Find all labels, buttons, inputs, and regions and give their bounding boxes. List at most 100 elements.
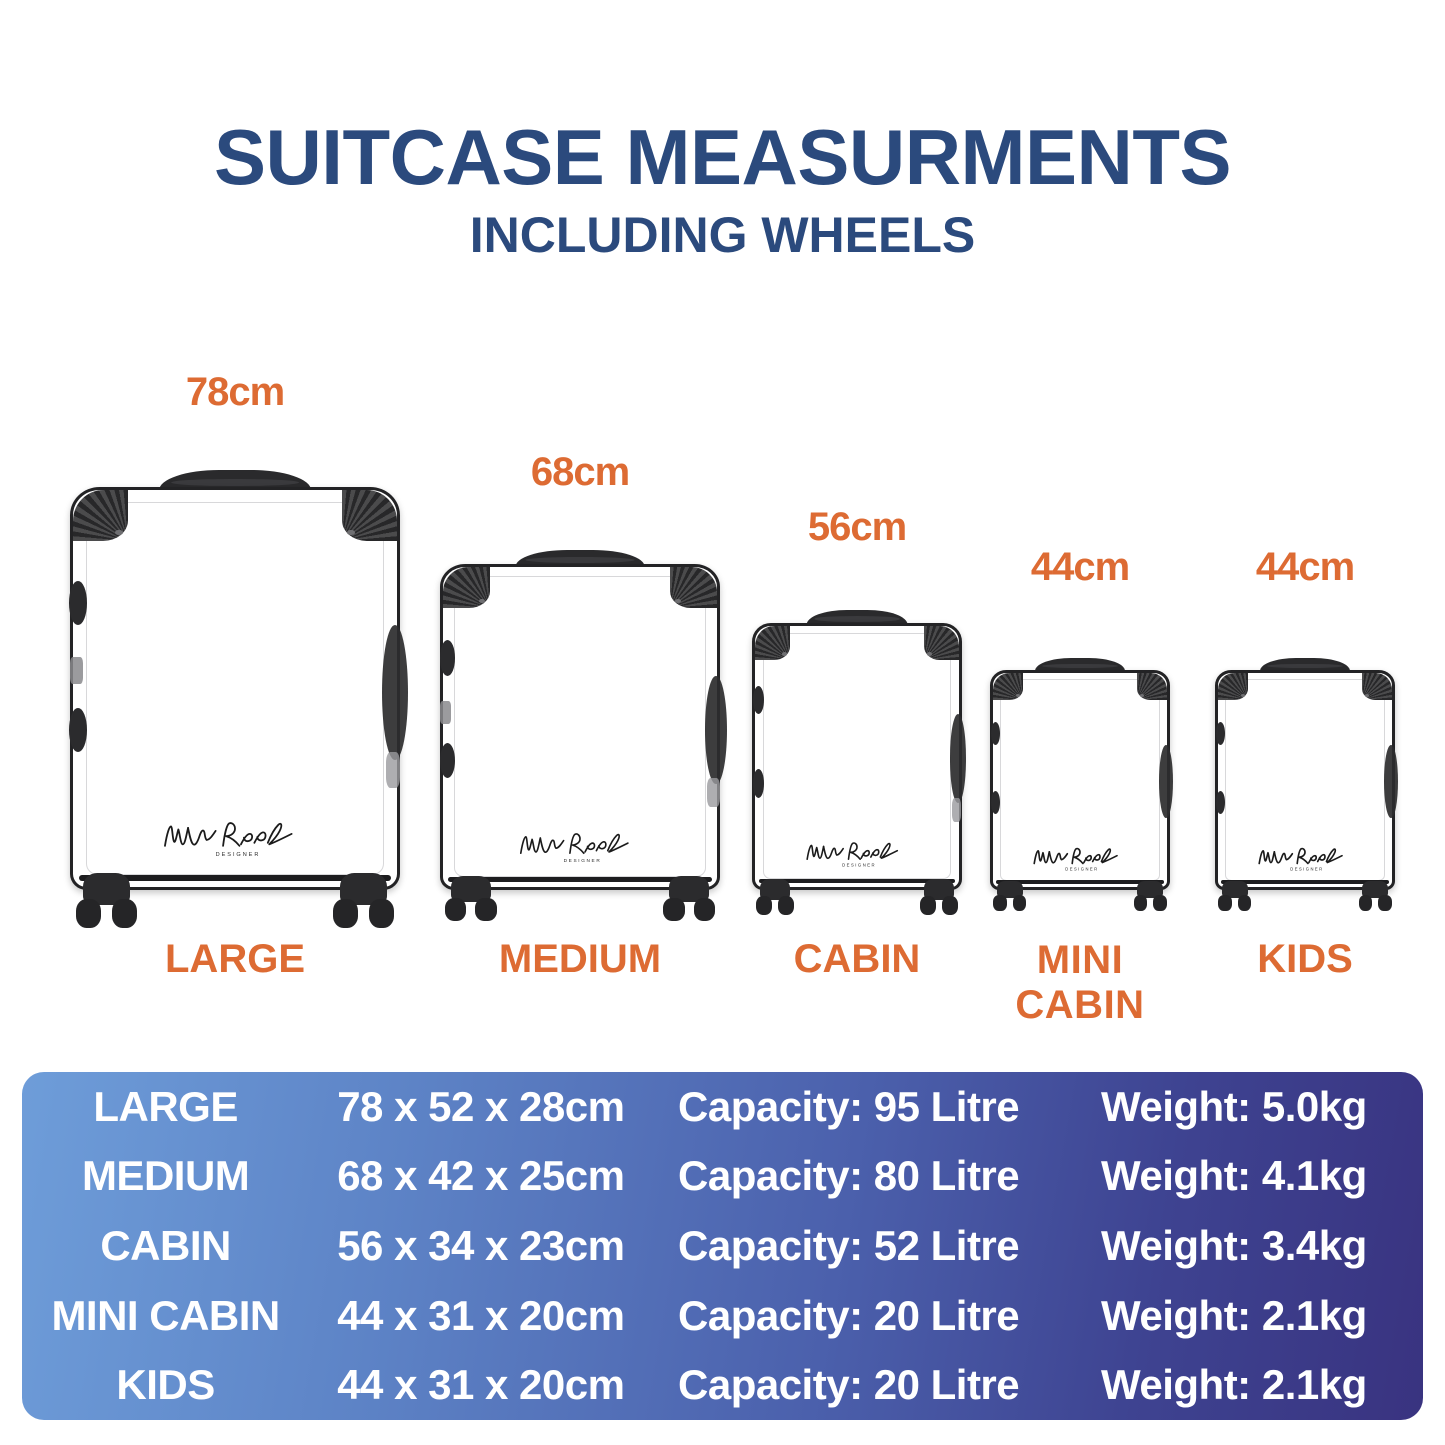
case-name-large: LARGE xyxy=(165,937,305,982)
corner-protector-icon xyxy=(755,625,790,660)
size-label-large: 78cm xyxy=(185,370,285,414)
rivet-icon xyxy=(674,598,682,604)
row-weight: Weight: 2.1kg xyxy=(1100,1361,1367,1409)
suitcase-shell: DESIGNER xyxy=(1215,669,1399,890)
row-name: CABIN xyxy=(100,1221,231,1269)
handle-housing-bulge xyxy=(382,624,409,760)
header: SUITCASE MEASURMENTS INCLUDING WHEELS xyxy=(0,118,1445,260)
svg-text:DESIGNER: DESIGNER xyxy=(216,852,261,858)
side-bumper-icon xyxy=(439,640,455,676)
suitcase-shell: DESIGNER xyxy=(69,486,409,890)
row-capacity: Capacity: 95 Litre xyxy=(678,1082,1020,1130)
bottom-rim xyxy=(759,878,955,884)
suitcase-shell: DESIGNER xyxy=(990,669,1174,890)
wheel-icon xyxy=(992,880,1028,911)
table-row: LARGE 78 x 52 x 28cm Capacity: 95 Litre … xyxy=(22,1072,1423,1142)
side-bumper-icon xyxy=(1215,721,1226,746)
lock-icon xyxy=(69,656,83,685)
corner-protector-icon xyxy=(924,625,959,660)
side-bumper-icon xyxy=(69,581,87,625)
wheel-icon xyxy=(661,876,717,921)
row-weight: Weight: 5.0kg xyxy=(1100,1082,1367,1130)
size-label-mini-cabin: 44cm xyxy=(1030,545,1130,589)
row-dimensions: 68 x 42 x 25cm xyxy=(337,1152,625,1200)
row-capacity: Capacity: 20 Litre xyxy=(678,1361,1020,1409)
rivet-icon xyxy=(927,651,933,656)
bottom-rim xyxy=(448,877,712,883)
wheel-icon xyxy=(443,876,499,921)
suitcase-row: 78cm xyxy=(0,360,1445,1027)
row-capacity: Capacity: 80 Litre xyxy=(678,1152,1020,1200)
zip-pull-icon xyxy=(951,798,962,822)
zip-pull-icon xyxy=(385,751,401,788)
row-name: KIDS xyxy=(116,1361,215,1409)
row-dimensions: 44 x 31 x 20cm xyxy=(337,1291,625,1339)
side-bumper-icon xyxy=(69,708,87,752)
side-bumper-icon xyxy=(1215,790,1226,815)
corner-protector-icon xyxy=(993,672,1023,701)
rivet-icon xyxy=(1240,694,1245,698)
brand-logo: DESIGNER xyxy=(1031,844,1128,872)
suitcase-graphic-cabin: DESIGNER xyxy=(752,610,967,916)
specs-panel: LARGE 78 x 52 x 28cm Capacity: 95 Litre … xyxy=(22,1072,1423,1420)
suitcase-graphic-kids: DESIGNER xyxy=(1215,658,1399,911)
case-name-kids: KIDS xyxy=(1257,937,1353,982)
bottom-rim xyxy=(1221,880,1389,884)
svg-text:DESIGNER: DESIGNER xyxy=(1065,866,1098,871)
case-name-cabin: CABIN xyxy=(793,937,921,982)
svg-text:DESIGNER: DESIGNER xyxy=(1290,866,1323,871)
case-name-medium: MEDIUM xyxy=(498,937,662,982)
wheel-icon xyxy=(1217,880,1253,911)
corner-protector-icon xyxy=(1362,672,1392,701)
size-label-medium: 68cm xyxy=(530,450,630,494)
corner-protector-icon xyxy=(670,566,717,609)
bottom-rim xyxy=(996,880,1164,884)
handle-housing-bulge xyxy=(1384,745,1399,819)
page-title: SUITCASE MEASURMENTS xyxy=(213,113,1232,201)
suitcase-graphic-large: DESIGNER xyxy=(69,470,409,928)
wheel-icon xyxy=(73,873,139,928)
rivet-icon xyxy=(781,651,787,656)
wheel-icon xyxy=(331,873,397,928)
suitcase-shell: DESIGNER xyxy=(752,622,967,890)
row-dimensions: 44 x 31 x 20cm xyxy=(337,1361,625,1409)
brand-logo: DESIGNER xyxy=(160,816,309,859)
size-label-cabin: 56cm xyxy=(807,505,907,549)
rivet-icon xyxy=(1140,694,1145,698)
table-row: MEDIUM 68 x 42 x 25cm Capacity: 80 Litre… xyxy=(22,1142,1423,1212)
rivet-icon xyxy=(115,529,124,536)
brand-logo: DESIGNER xyxy=(1256,844,1353,872)
row-weight: Weight: 3.4kg xyxy=(1100,1221,1367,1269)
handle-housing-bulge xyxy=(1159,745,1174,819)
handle-housing-bulge xyxy=(704,675,727,785)
rivet-icon xyxy=(346,529,355,536)
wheel-icon xyxy=(1132,880,1168,911)
rivet-icon xyxy=(1015,694,1020,698)
svg-text:DESIGNER: DESIGNER xyxy=(842,863,876,868)
side-bumper-icon xyxy=(439,742,455,779)
row-name: MEDIUM xyxy=(81,1152,250,1200)
wheel-icon xyxy=(1357,880,1393,911)
row-name: MINI CABIN xyxy=(51,1291,280,1339)
row-name: LARGE xyxy=(93,1082,238,1130)
brand-logo: DESIGNER xyxy=(804,838,910,869)
side-bumper-icon xyxy=(752,769,764,799)
rivet-icon xyxy=(1365,694,1370,698)
bottom-rim xyxy=(79,874,391,882)
corner-protector-icon xyxy=(443,566,490,609)
row-dimensions: 56 x 34 x 23cm xyxy=(337,1221,625,1269)
suitcase-graphic-medium: DESIGNER xyxy=(439,550,727,921)
wheel-icon xyxy=(754,878,796,916)
rivet-icon xyxy=(478,598,486,604)
page-subtitle: INCLUDING WHEELS xyxy=(469,207,976,263)
corner-protector-icon xyxy=(1218,672,1248,701)
table-row: MINI CABIN 44 x 31 x 20cm Capacity: 20 L… xyxy=(22,1281,1423,1351)
corner-protector-icon xyxy=(73,489,129,542)
row-capacity: Capacity: 20 Litre xyxy=(678,1291,1020,1339)
suitcase-item-kids: 44cm xyxy=(1215,360,1399,1020)
brand-logo: DESIGNER xyxy=(517,828,643,865)
specs-table: LARGE 78 x 52 x 28cm Capacity: 95 Litre … xyxy=(22,1072,1423,1420)
wheel-icon xyxy=(918,878,960,916)
row-capacity: Capacity: 52 Litre xyxy=(678,1221,1020,1269)
case-name-mini-cabin: MINI CABIN xyxy=(1015,938,1145,1028)
